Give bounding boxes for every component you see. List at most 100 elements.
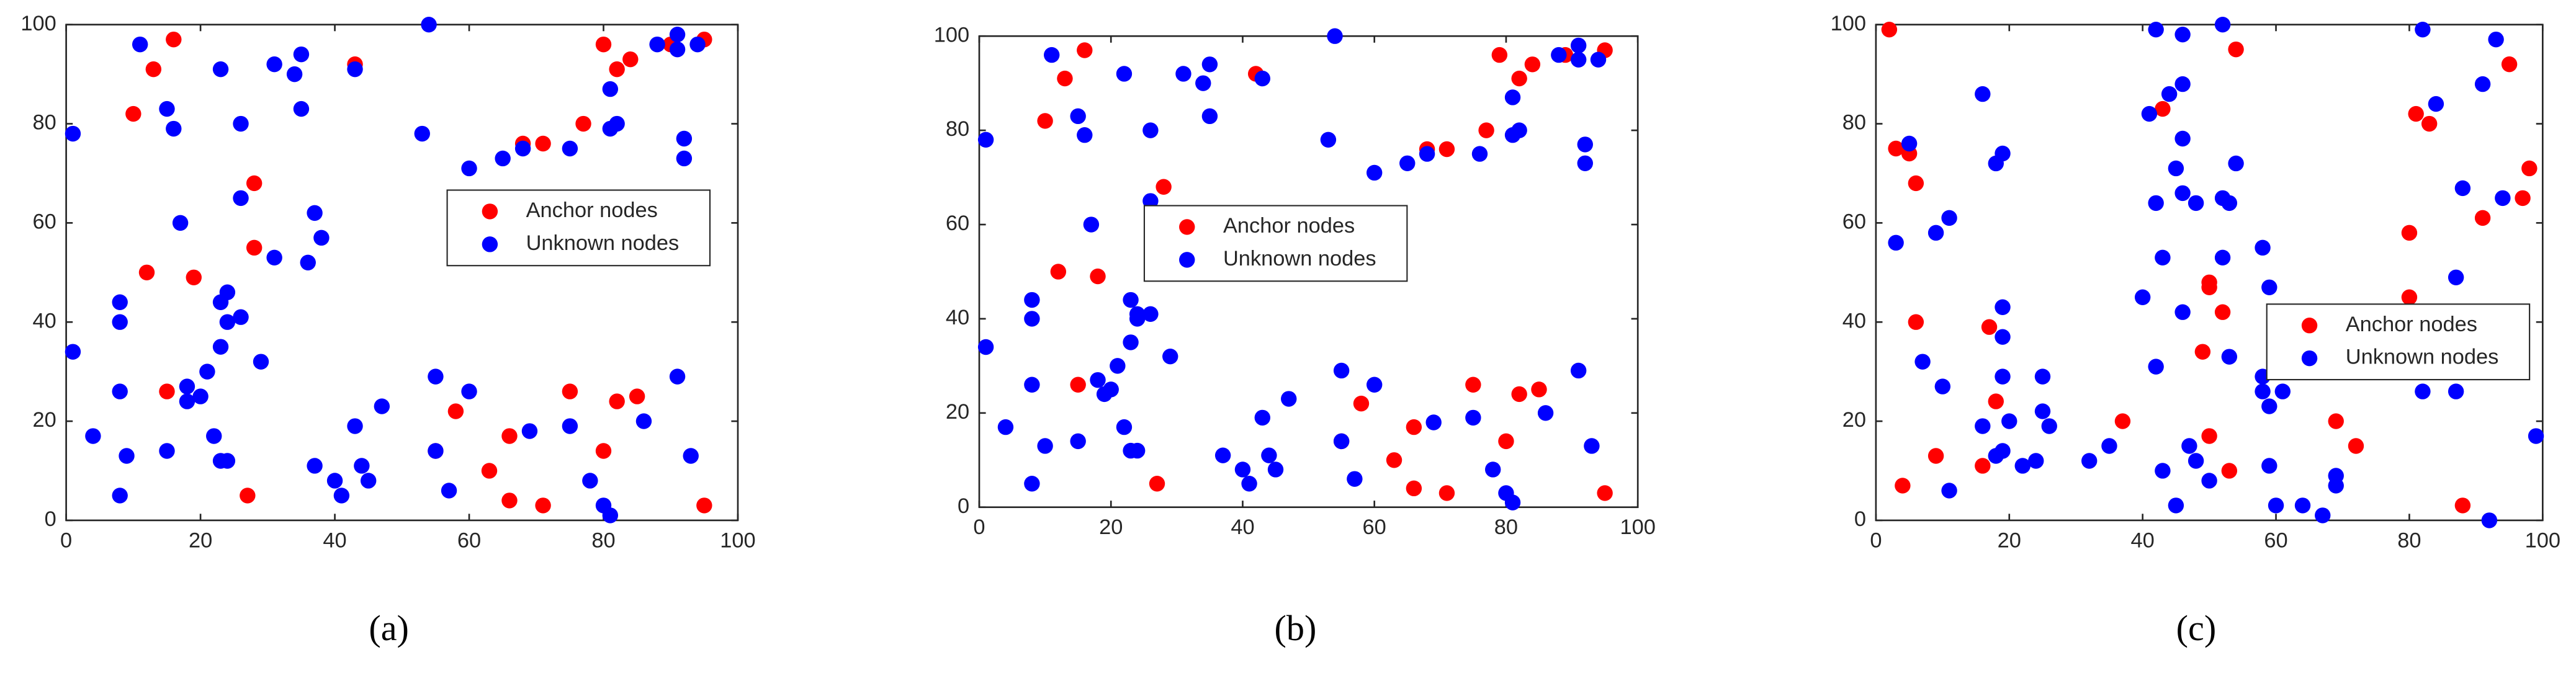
y-tick-label: 80 <box>946 117 969 141</box>
y-tick-label: 60 <box>32 210 56 233</box>
legend-label: Unknown nodes <box>1223 247 1376 270</box>
point <box>85 428 101 444</box>
point <box>2474 210 2491 226</box>
point <box>2401 225 2418 241</box>
x-tick-label: 0 <box>60 528 72 552</box>
point <box>1888 234 1904 251</box>
point <box>2214 16 2231 33</box>
point <box>2294 497 2311 514</box>
point <box>2401 289 2418 305</box>
point <box>333 488 350 504</box>
point <box>246 175 263 192</box>
point <box>1570 51 1587 68</box>
x-tick-label: 60 <box>2264 528 2287 552</box>
point <box>1195 75 1211 91</box>
point <box>159 443 175 459</box>
point <box>1941 483 1957 499</box>
point <box>1570 362 1587 379</box>
point <box>635 413 652 429</box>
point <box>286 66 303 82</box>
point <box>2141 105 2158 122</box>
point <box>1928 448 1944 464</box>
point <box>1465 377 1481 393</box>
point <box>977 339 994 355</box>
point <box>1366 164 1383 181</box>
point <box>1577 136 1593 153</box>
point <box>2481 512 2498 528</box>
point <box>65 125 81 142</box>
point <box>1941 210 1957 226</box>
point <box>669 26 686 43</box>
point <box>1347 471 1363 487</box>
point <box>1214 447 1231 463</box>
point <box>2081 453 2098 469</box>
legend-label: Anchor nodes <box>526 198 658 222</box>
x-tick-label: 0 <box>973 515 985 539</box>
point <box>495 150 511 167</box>
y-tick-label: 0 <box>45 507 56 531</box>
point <box>2421 115 2438 132</box>
point <box>1057 70 1073 87</box>
point <box>1406 419 1422 435</box>
point <box>2155 100 2171 117</box>
point <box>521 423 538 439</box>
point <box>138 264 155 280</box>
point <box>1901 135 1918 152</box>
point <box>233 115 249 132</box>
point <box>159 383 175 399</box>
point <box>609 115 625 132</box>
point <box>1142 122 1159 138</box>
point <box>119 448 135 464</box>
point <box>1570 37 1587 54</box>
point <box>233 190 249 207</box>
point <box>1366 377 1383 393</box>
point <box>2348 438 2364 454</box>
y-tick-label: 20 <box>32 408 56 432</box>
point <box>2034 403 2051 419</box>
point <box>307 458 323 474</box>
x-tick-label: 20 <box>1998 528 2021 552</box>
point <box>179 393 195 409</box>
point <box>461 383 477 399</box>
y-tick-label: 60 <box>1842 210 1866 233</box>
x-tick-label: 60 <box>1363 515 1386 539</box>
point <box>2448 269 2464 285</box>
point <box>2214 304 2231 320</box>
point <box>1129 442 1146 459</box>
point <box>1050 264 1067 280</box>
point <box>354 458 370 474</box>
point <box>2488 31 2504 48</box>
point <box>1123 292 1139 308</box>
point <box>2328 468 2344 484</box>
point <box>246 239 263 256</box>
point <box>1399 155 1416 171</box>
point <box>1024 476 1040 492</box>
x-tick-label: 60 <box>457 528 481 552</box>
point <box>326 473 343 489</box>
point <box>1162 348 1178 365</box>
point <box>2181 438 2197 454</box>
point <box>2221 195 2238 212</box>
point <box>1504 494 1521 510</box>
point <box>2261 398 2278 414</box>
point <box>1485 461 1501 478</box>
point <box>1175 66 1192 82</box>
point <box>2168 497 2184 514</box>
point <box>649 36 665 53</box>
point <box>1070 108 1086 125</box>
point <box>2474 76 2491 92</box>
y-tick-label: 20 <box>1842 408 1866 432</box>
point <box>1584 438 1600 454</box>
point <box>1142 306 1159 323</box>
point <box>1981 319 1998 335</box>
point <box>629 388 645 404</box>
point <box>179 378 195 394</box>
point <box>374 398 390 414</box>
point <box>997 419 1014 435</box>
point <box>1438 141 1455 158</box>
point <box>2194 344 2211 360</box>
point <box>1353 395 1370 412</box>
point <box>300 254 316 271</box>
caption: (b) <box>1274 608 1316 648</box>
